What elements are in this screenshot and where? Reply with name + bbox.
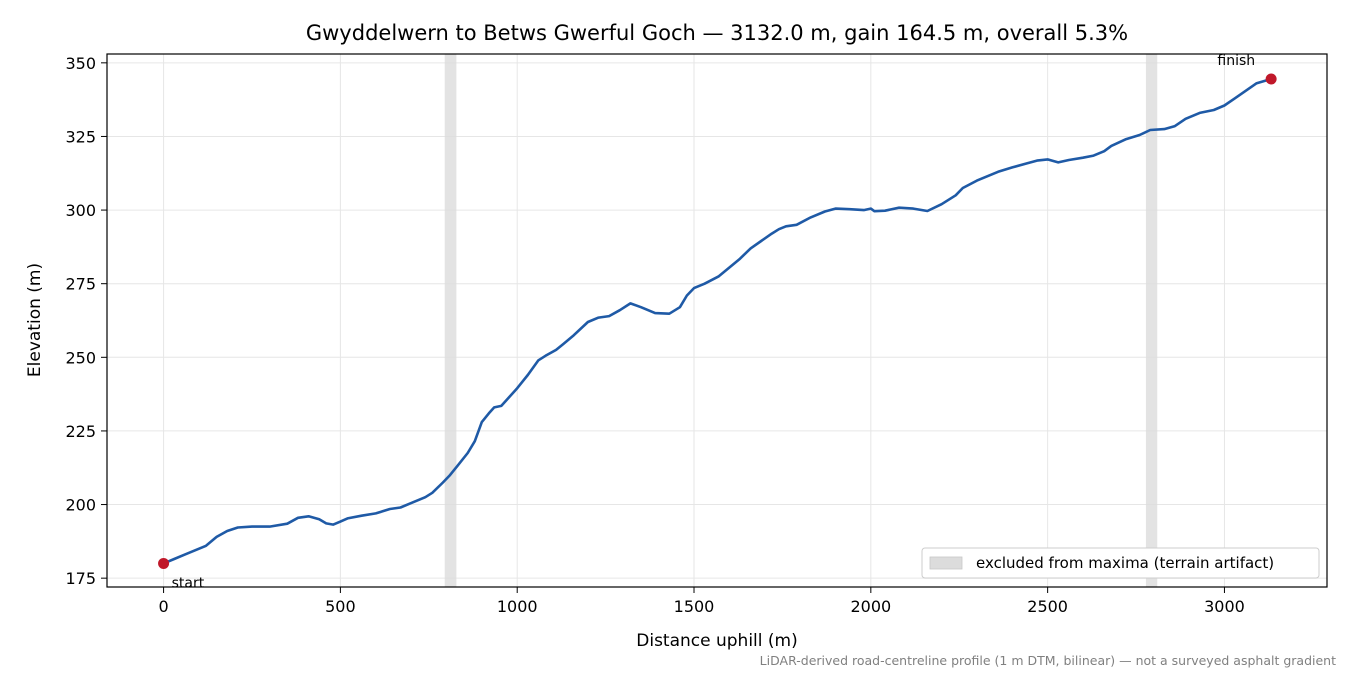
finish-point: [1265, 73, 1277, 85]
x-axis-ticks: 0 500 1000 1500 2000 2500 3000: [158, 587, 1245, 616]
y-tick-label: 250: [65, 348, 96, 367]
excluded-bands: [444, 54, 1158, 587]
start-point: [158, 557, 170, 569]
series-layer: [162, 77, 1273, 565]
x-tick-label: 500: [325, 597, 356, 616]
x-tick-label: 0: [158, 597, 168, 616]
y-tick-label: 350: [65, 54, 96, 73]
y-tick-label: 275: [65, 275, 96, 294]
start-label: start: [172, 575, 205, 591]
x-tick-label: 3000: [1204, 597, 1245, 616]
legend-box: [921, 547, 1320, 579]
excluded-band: [1145, 54, 1158, 587]
legend-swatch: [929, 556, 963, 570]
y-tick-label: 200: [65, 496, 96, 515]
finish-label: finish: [1217, 53, 1255, 69]
grid-lines: [107, 54, 1327, 587]
y-axis-label: Elevation (m): [25, 263, 45, 377]
y-tick-label: 300: [65, 201, 96, 220]
y-tick-label: 175: [65, 569, 96, 588]
y-tick-label: 225: [65, 422, 96, 441]
legend-label: excluded from maxima (terrain artifact): [976, 554, 1274, 572]
chart-title: Gwyddelwern to Betws Gwerful Goch — 3132…: [306, 21, 1128, 45]
excluded-band: [444, 54, 457, 587]
elevation-line: [162, 77, 1273, 565]
x-tick-label: 1000: [497, 597, 538, 616]
footnote: LiDAR-derived road-centreline profile (1…: [760, 653, 1336, 668]
x-tick-label: 2000: [850, 597, 891, 616]
legend: excluded from maxima (terrain artifact): [921, 547, 1320, 579]
x-tick-label: 2500: [1027, 597, 1068, 616]
y-axis-ticks: 175 200 225 250 275 300 325 350: [65, 54, 107, 588]
y-tick-label: 325: [65, 127, 96, 146]
plot-frame: [106, 53, 1328, 588]
x-axis-label: Distance uphill (m): [636, 631, 797, 651]
x-tick-label: 1500: [674, 597, 715, 616]
